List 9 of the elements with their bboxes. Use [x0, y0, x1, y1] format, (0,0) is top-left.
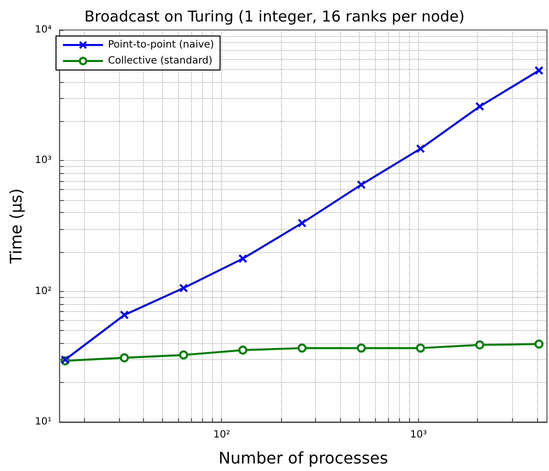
x-axis-title: Number of processes [218, 448, 388, 468]
y-tick-label: 10⁴ [34, 24, 52, 36]
legend-label: Point-to-point (naive) [108, 40, 214, 50]
y-tick-label: 10³ [34, 155, 52, 166]
y-axis-title: Time (µs) [6, 188, 26, 265]
y-tick-label: 10² [34, 286, 52, 297]
legend-label: Collective (standard) [108, 56, 213, 66]
chart-title: Broadcast on Turing (1 integer, 16 ranks per node) [84, 8, 465, 26]
y-tick-label: 10¹ [34, 416, 52, 428]
